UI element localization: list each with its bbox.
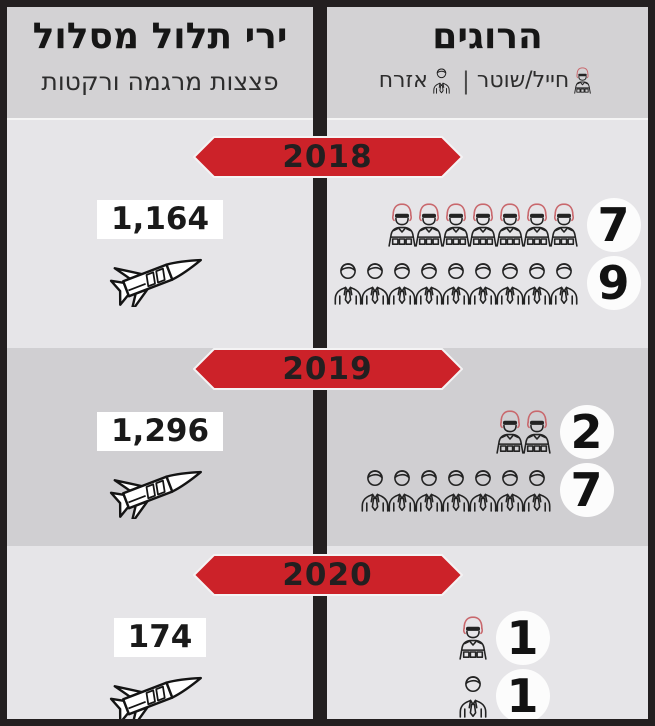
rocket-fire-column-2019: 1,296 [7,390,313,519]
soldier-icon [442,202,470,248]
soldier-icon [388,202,416,248]
rocket-icon [107,243,213,307]
rocket-fire-subtitle: פצצות מרגמה ורקטות [41,66,279,96]
civilian-icon [469,467,497,513]
rocket-fire-column-2020: 174 [7,596,313,725]
civilian-count-badge: 7 [559,463,614,517]
civilian-icons [335,260,578,306]
civilian-icon [361,260,389,306]
civilian-icons [460,673,487,719]
civilian-icon [433,67,450,94]
civilian-icon [469,260,497,306]
civilian-count-badge: 9 [586,256,641,310]
civilian-count-badge: 1 [495,669,550,719]
pictogram-block-2020: 1 1 [460,611,550,719]
soldier-icon [574,67,591,94]
header-fatalities: הרוגים חייל/שוטר | אזרח [327,7,648,118]
soldier-count-badge: 1 [495,611,550,665]
soldier-icon [415,202,443,248]
civilian-icon [550,260,578,306]
civilian-icon [496,260,524,306]
soldier-icons [497,409,551,455]
fatalities-column-2020: 1 1 [327,596,648,719]
fatalities-column-2019: 2 7 [327,390,648,519]
year-banner-2020: 2020 [193,554,463,596]
section-2020-body: 174 1 1 [7,596,648,725]
civilian-row-2018: 9 [335,256,641,310]
soldier-icon [469,202,497,248]
civilian-icon [496,467,524,513]
section-2020: 2020 174 1 1 [7,554,648,725]
civilian-icon [334,260,362,306]
legend-separator: | [461,66,470,95]
soldier-icon [496,409,524,455]
civilian-row-2019: 7 [362,463,614,517]
year-banner-2019: 2019 [193,348,463,390]
civilian-icons [362,467,551,513]
pictogram-block-2019: 2 7 [362,405,614,517]
soldier-count-badge: 2 [559,405,614,459]
section-2018: 2018 1,164 7 9 [7,136,648,340]
rocket-fire-column-2018: 1,164 [7,178,313,310]
civilian-icon [415,467,443,513]
soldier-icons [460,615,487,661]
rocket-icon [107,455,213,519]
fatalities-title: הרוגים [432,16,543,57]
soldier-row-2020: 1 [460,611,550,665]
year-banner-2018: 2018 [193,136,463,178]
civilian-icon [442,467,470,513]
rocket-fire-title: ירי תלול מסלול [32,16,288,57]
header: ירי תלול מסלול פצצות מרגמה ורקטות הרוגים… [7,7,648,118]
rocket-icon [107,661,213,725]
civilian-icon [523,467,551,513]
launch-count-2018: 1,164 [96,200,224,240]
soldier-icon [550,202,578,248]
legend: חייל/שוטר | אזרח [379,67,597,95]
civilian-row-2020: 1 [460,669,550,719]
civilian-icon [523,260,551,306]
section-2019: 2019 1,296 2 7 [7,348,648,546]
soldier-icon [523,409,551,455]
year-label: 2019 [282,351,373,387]
year-label: 2020 [282,557,373,593]
soldier-row-2019: 2 [497,405,614,459]
legend-civilian-label: אזרח [378,68,428,94]
section-2019-body: 1,296 2 7 [7,390,648,519]
soldier-icon [459,615,487,661]
soldier-count-badge: 7 [586,198,641,252]
soldier-icons [389,202,578,248]
civilian-icon [388,260,416,306]
civilian-icon [442,260,470,306]
launch-count-2019: 1,296 [96,412,224,452]
soldier-icon [523,202,551,248]
civilian-icon [415,260,443,306]
civilian-icon [361,467,389,513]
header-rocket-fire: ירי תלול מסלול פצצות מרגמה ורקטות [7,7,313,118]
launch-count-2020: 174 [113,618,207,658]
soldier-icon [496,202,524,248]
pictogram-block-2018: 7 9 [335,198,641,310]
fatalities-column-2018: 7 9 [327,178,648,310]
section-2018-body: 1,164 7 9 [7,178,648,310]
legend-soldier-label: חייל/שוטר [476,68,570,94]
year-label: 2018 [282,139,373,175]
soldier-row-2018: 7 [389,198,641,252]
civilian-icon [459,673,487,719]
civilian-icon [388,467,416,513]
